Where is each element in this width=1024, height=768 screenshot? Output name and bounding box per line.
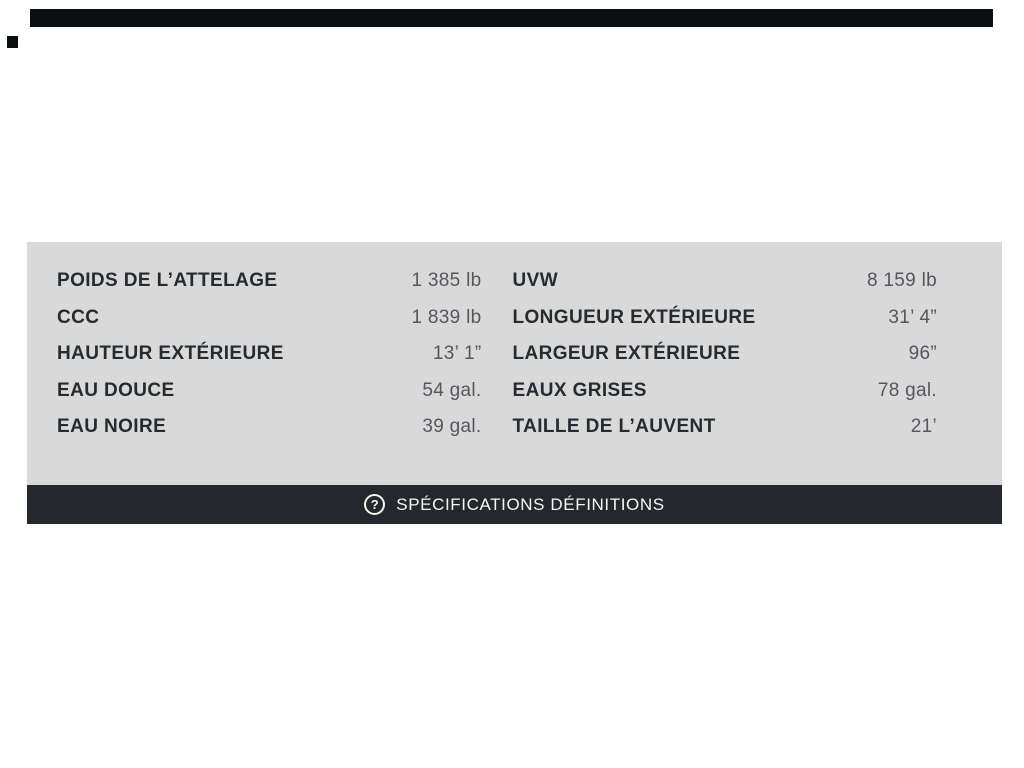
spec-row: UVW 8 159 lb — [513, 270, 938, 307]
spec-value: 8 159 lb — [866, 270, 937, 291]
spec-value: 96” — [908, 343, 937, 364]
spec-column-left: POIDS DE L’ATTELAGE 1 385 lb CCC 1 839 l… — [57, 270, 482, 453]
spec-row: CCC 1 839 lb — [57, 307, 482, 344]
spec-label: EAU DOUCE — [57, 379, 175, 401]
spec-label: POIDS DE L’ATTELAGE — [57, 270, 278, 291]
specifications-definitions-button[interactable]: ? SPÉCIFICATIONS DÉFINITIONS — [27, 485, 1002, 524]
spec-row: LARGEUR EXTÉRIEURE 96” — [513, 343, 938, 380]
spec-row: EAU DOUCE 54 gal. — [57, 380, 482, 417]
spec-label: LARGEUR EXTÉRIEURE — [512, 343, 741, 364]
spec-value: 13’ 1” — [432, 343, 482, 364]
spec-row: HAUTEUR EXTÉRIEURE 13’ 1” — [57, 343, 482, 380]
top-partial-section-bar — [30, 9, 993, 27]
spec-value: 1 385 lb — [411, 270, 482, 291]
spec-row: POIDS DE L’ATTELAGE 1 385 lb — [57, 270, 482, 307]
spec-label: CCC — [57, 306, 100, 328]
spec-label: EAUX GRISES — [512, 379, 647, 401]
spec-row: TAILLE DE L’AUVENT 21’ — [513, 416, 938, 453]
spec-label: HAUTEUR EXTÉRIEURE — [57, 343, 284, 364]
specifications-grid: POIDS DE L’ATTELAGE 1 385 lb CCC 1 839 l… — [57, 270, 937, 453]
spec-row: EAUX GRISES 78 gal. — [513, 380, 938, 417]
spec-value: 54 gal. — [422, 379, 482, 401]
spec-label: TAILLE DE L’AUVENT — [512, 416, 716, 437]
help-question-icon: ? — [364, 494, 386, 515]
spec-row: LONGUEUR EXTÉRIEURE 31’ 4” — [513, 307, 938, 344]
spec-column-right: UVW 8 159 lb LONGUEUR EXTÉRIEURE 31’ 4” … — [513, 270, 938, 453]
spec-label: UVW — [512, 270, 559, 291]
spec-row: EAU NOIRE 39 gal. — [57, 416, 482, 453]
top-left-marker — [7, 36, 18, 48]
specifications-panel: POIDS DE L’ATTELAGE 1 385 lb CCC 1 839 l… — [27, 242, 1002, 485]
spec-value: 31’ 4” — [888, 306, 937, 328]
spec-value: 21’ — [910, 416, 937, 437]
spec-label: EAU NOIRE — [57, 416, 167, 437]
spec-value: 39 gal. — [422, 416, 482, 437]
definitions-bar-label: SPÉCIFICATIONS DÉFINITIONS — [396, 494, 665, 514]
spec-value: 78 gal. — [877, 379, 937, 401]
spec-value: 1 839 lb — [411, 306, 482, 328]
spec-label: LONGUEUR EXTÉRIEURE — [512, 306, 756, 328]
